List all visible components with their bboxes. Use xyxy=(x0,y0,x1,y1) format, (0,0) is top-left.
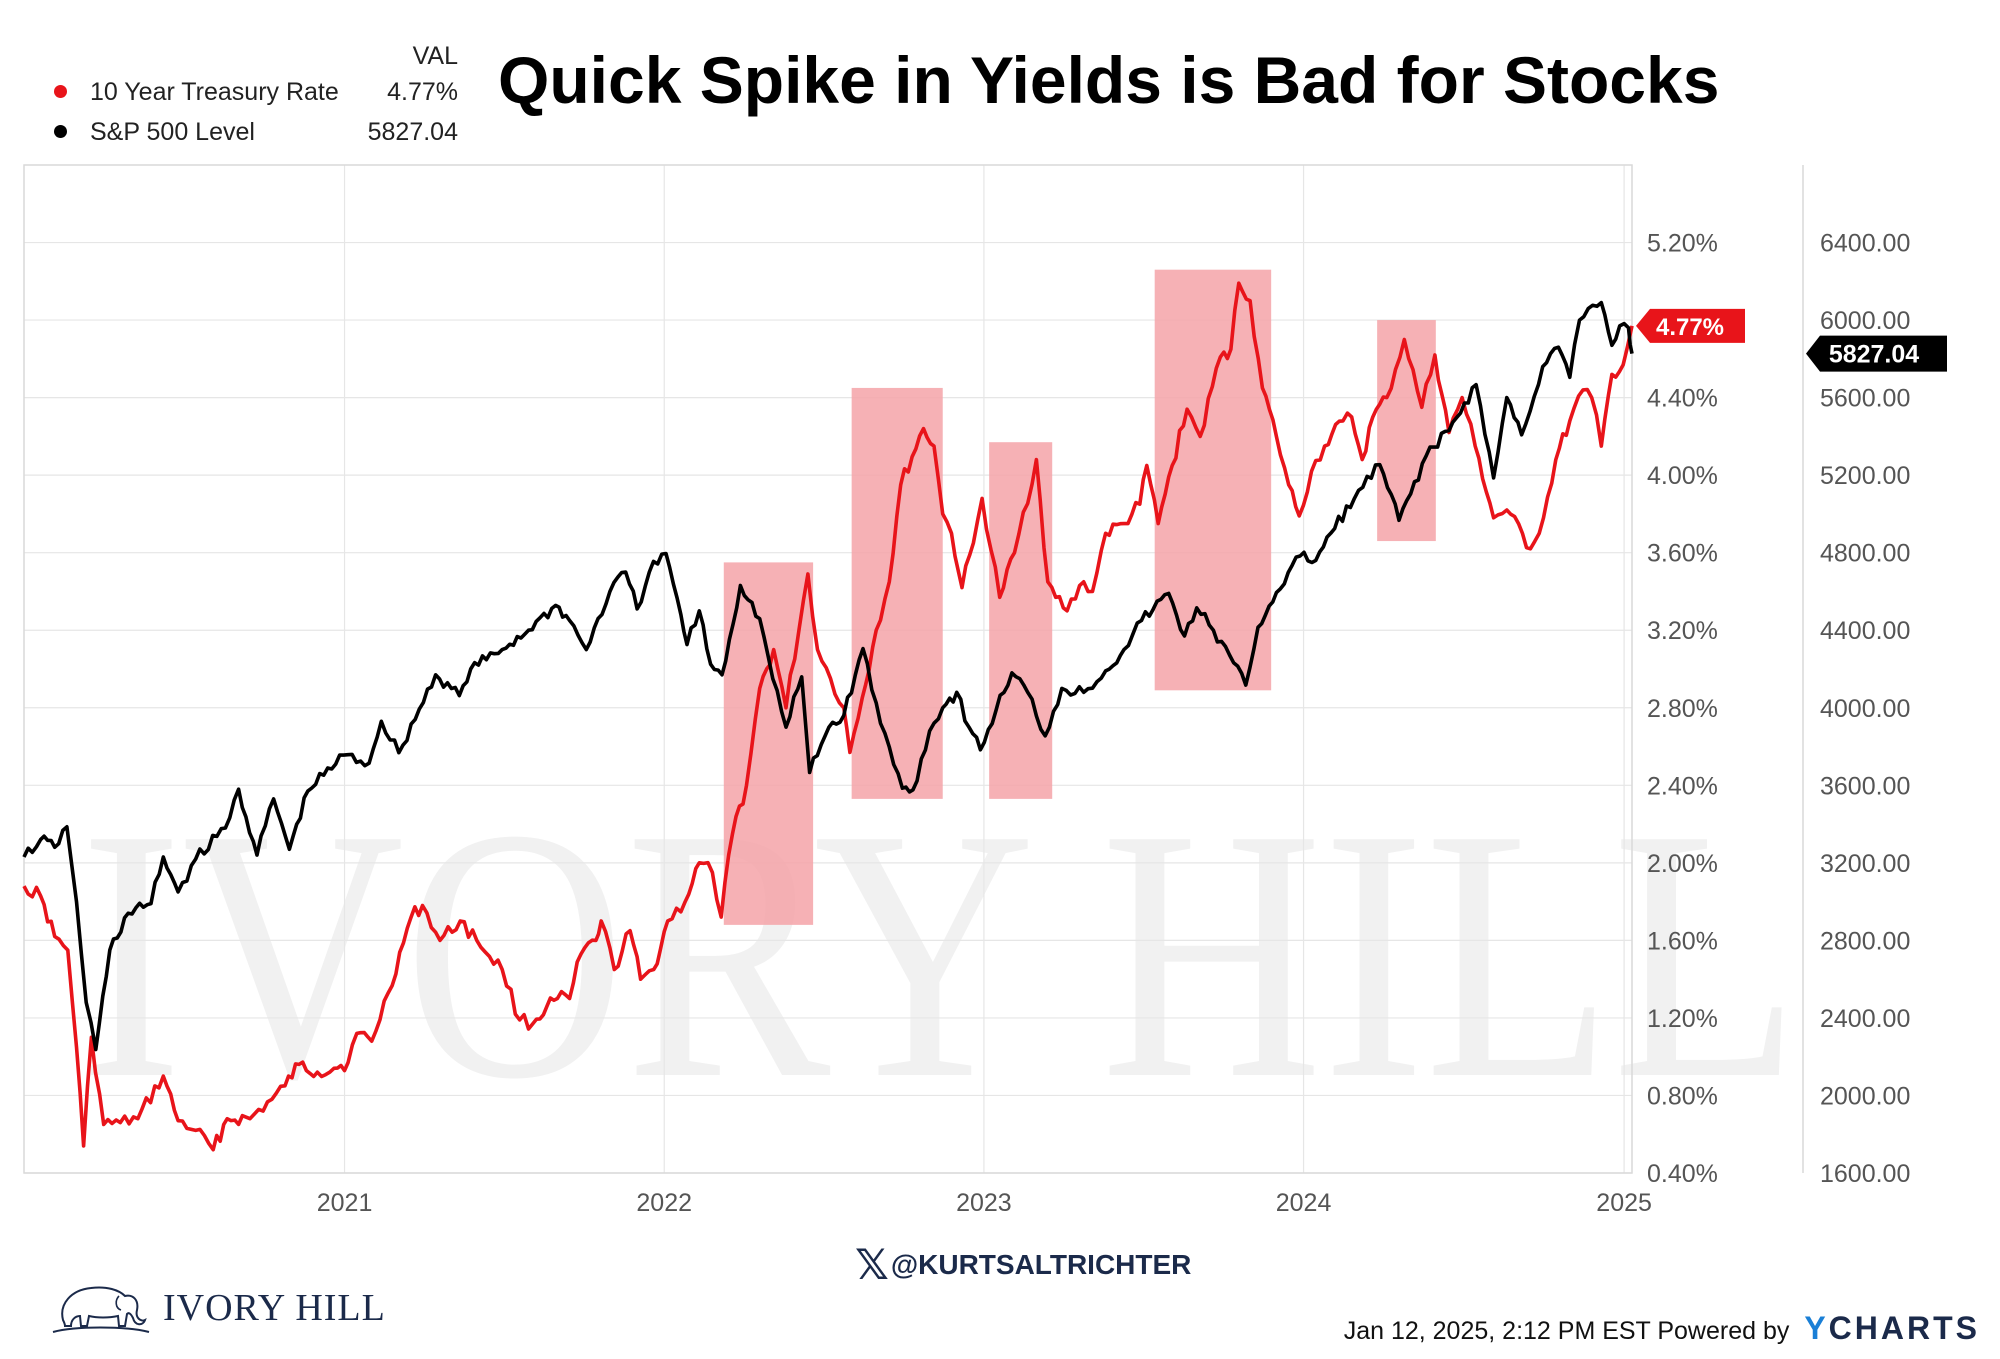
x-tick-label: 2023 xyxy=(956,1189,1012,1217)
axis-ticks: 5.20%4.80%4.40%4.00%3.60%3.20%2.80%2.40%… xyxy=(317,230,1911,1217)
y-right-tick-label: 6400.00 xyxy=(1820,230,1910,258)
x-tick-label: 2024 xyxy=(1276,1189,1332,1217)
spx-last-label: 5827.04 xyxy=(1829,341,1919,369)
series-lines xyxy=(22,281,1634,1152)
y-right-tick-label: 4400.00 xyxy=(1820,617,1910,645)
handle-text: @KURTSALTRICHTER xyxy=(890,1249,1192,1280)
y-left-tick-label: 2.80% xyxy=(1647,695,1718,723)
yield-last-label: 4.77% xyxy=(1656,314,1724,341)
y-right-tick-label: 1600.00 xyxy=(1820,1160,1910,1188)
highlight-box xyxy=(851,387,943,799)
legend-item-value: 4.77% xyxy=(387,78,458,106)
legend-dot-icon xyxy=(54,125,67,138)
highlight-box xyxy=(1154,269,1272,691)
highlight-regions xyxy=(723,269,1436,925)
y-right-tick-label: 5200.00 xyxy=(1820,462,1910,490)
y-left-tick-label: 2.40% xyxy=(1647,772,1718,800)
y-left-tick-label: 4.40% xyxy=(1647,385,1718,413)
legend-item-spx: S&P 500 Level 5827.04 xyxy=(48,115,458,149)
legend-item-treasury: 10 Year Treasury Rate 4.77% xyxy=(48,75,458,109)
y-right-tick-label: 4000.00 xyxy=(1820,695,1910,723)
powered-by-label: Powered by xyxy=(1657,1317,1790,1345)
x-tick-label: 2022 xyxy=(636,1189,692,1217)
legend-item-value: 5827.04 xyxy=(367,118,458,146)
y-left-tick-label: 1.60% xyxy=(1647,927,1718,955)
ycharts-rest: CHARTS xyxy=(1828,1310,1980,1346)
timestamp: Jan 12, 2025, 2:12 PM EST xyxy=(1343,1317,1651,1345)
ycharts-logo[interactable]: YCHARTS xyxy=(1804,1310,1980,1346)
last-value-markers: 4.77% 5827.04 xyxy=(1636,308,1947,372)
y-right-tick-label: 6000.00 xyxy=(1820,307,1910,335)
y-left-tick-label: 5.20% xyxy=(1647,230,1718,258)
highlight-box xyxy=(723,562,814,925)
x-logo-icon: 𝕏 xyxy=(855,1240,889,1289)
y-left-tick-label: 3.60% xyxy=(1647,540,1718,568)
series-line-spx xyxy=(22,300,1634,1052)
series-line-treasury xyxy=(22,281,1634,1152)
plot-frame xyxy=(23,164,1633,1174)
y-left-tick-label: 4.00% xyxy=(1647,462,1718,490)
y-left-tick-label: 3.20% xyxy=(1647,617,1718,645)
watermark: IVORY HILL xyxy=(80,754,1800,1153)
social-handle[interactable]: 𝕏@KURTSALTRICHTER xyxy=(855,1240,1191,1289)
y-right-tick-label: 2800.00 xyxy=(1820,927,1910,955)
y-right-tick-label: 2000.00 xyxy=(1820,1082,1910,1110)
y-right-tick-label: 3200.00 xyxy=(1820,850,1910,878)
highlight-box xyxy=(989,442,1053,799)
legend-item-label: S&P 500 Level xyxy=(90,118,255,146)
ycharts-y: Y xyxy=(1804,1310,1829,1346)
spx-last-badge xyxy=(1806,335,1947,372)
footer: Jan 12, 2025, 2:12 PM EST Powered by YCH… xyxy=(1344,1310,1980,1347)
x-tick-label: 2021 xyxy=(317,1189,373,1217)
y-left-tick-label: 0.80% xyxy=(1647,1082,1718,1110)
legend-header: VAL xyxy=(412,42,458,70)
page-title: Quick Spike in Yields is Bad for Stocks xyxy=(498,43,1720,117)
y-right-tick-label: 4800.00 xyxy=(1820,540,1910,568)
legend-item-label: 10 Year Treasury Rate xyxy=(90,78,339,106)
y-right-tick-label: 3600.00 xyxy=(1820,772,1910,800)
y-left-tick-label: 1.20% xyxy=(1647,1005,1718,1033)
y-right-tick-label: 5600.00 xyxy=(1820,385,1910,413)
brand-name: IVORY HILL xyxy=(163,1287,386,1329)
x-tick-label: 2025 xyxy=(1596,1189,1652,1217)
yield-last-badge xyxy=(1636,308,1745,343)
y-left-tick-label: 0.40% xyxy=(1647,1160,1718,1188)
y-left-tick-label: 2.00% xyxy=(1647,850,1718,878)
legend-dot-icon xyxy=(54,85,67,98)
y-right-tick-label: 2400.00 xyxy=(1820,1005,1910,1033)
elephant-icon xyxy=(52,1286,150,1333)
brand-logo: IVORY HILL xyxy=(45,1270,385,1340)
